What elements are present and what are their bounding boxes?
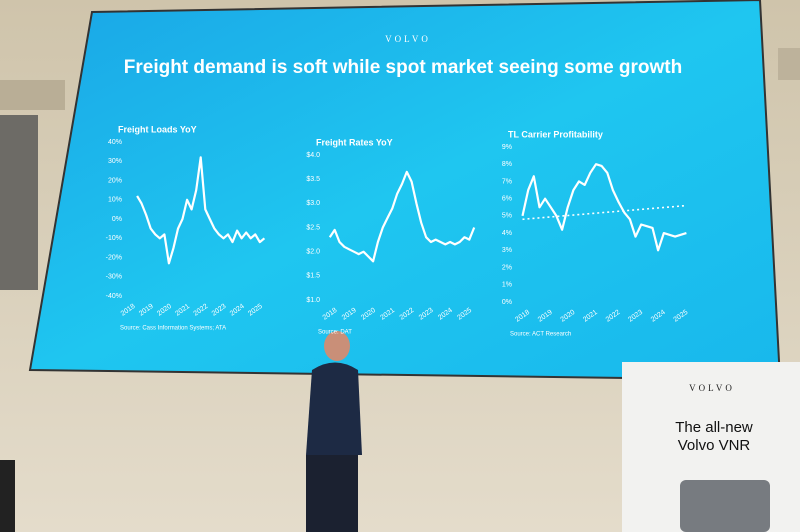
truck (680, 480, 770, 532)
y-tick-label: 2% (502, 264, 512, 271)
y-tick-label: 1% (502, 282, 512, 289)
y-tick-label: 9% (502, 144, 512, 151)
data-line (136, 156, 266, 265)
y-tick-label: 7% (502, 178, 512, 185)
y-tick-label: -40% (106, 293, 122, 300)
chart-title: Freight Rates YoY (316, 137, 393, 147)
y-tick-label: 5% (502, 213, 512, 220)
y-tick-label: $4.0 (306, 152, 320, 159)
y-tick-label: 6% (502, 196, 512, 203)
y-tick-label: -30% (106, 274, 122, 281)
y-tick-label: 20% (108, 177, 122, 184)
y-tick-label: $3.0 (306, 200, 320, 207)
source: Source: ACT Research (510, 332, 571, 338)
presenter (306, 331, 362, 532)
y-tick-label: 40% (108, 139, 122, 146)
y-tick-label: -20% (106, 254, 122, 261)
chart-title: TL Carrier Profitability (508, 129, 603, 139)
y-tick-label: 4% (502, 230, 512, 237)
headline: Freight demand is soft while spot market… (124, 57, 683, 78)
data-line (328, 170, 476, 263)
data-line (521, 163, 687, 252)
source: Source: DAT (318, 330, 352, 336)
railing (0, 460, 15, 532)
y-tick-label: 30% (108, 158, 122, 165)
speaker (0, 115, 38, 290)
chart-title: Freight Loads YoY (118, 124, 197, 134)
y-tick-label: -10% (106, 235, 122, 242)
banner-brand: VOLVO (689, 383, 735, 393)
y-tick-label: $2.0 (306, 249, 320, 256)
y-tick-label: 10% (108, 197, 122, 204)
vent (778, 48, 800, 80)
vent (0, 80, 65, 110)
slide-brand: VOLVO (385, 34, 431, 44)
y-tick-label: 0% (112, 216, 122, 223)
y-tick-label: 8% (502, 161, 512, 168)
banner-line: Volvo VNR (678, 437, 751, 454)
y-tick-label: 0% (502, 299, 512, 306)
y-tick-label: $1.0 (306, 297, 320, 304)
banner-line: The all-new (675, 419, 753, 436)
source: Source: Cass Information Systems; ATA (120, 326, 226, 332)
y-tick-label: 3% (502, 247, 512, 254)
y-tick-label: $3.5 (306, 176, 320, 183)
y-tick-label: $2.5 (306, 224, 320, 231)
y-tick-label: $1.5 (306, 273, 320, 280)
